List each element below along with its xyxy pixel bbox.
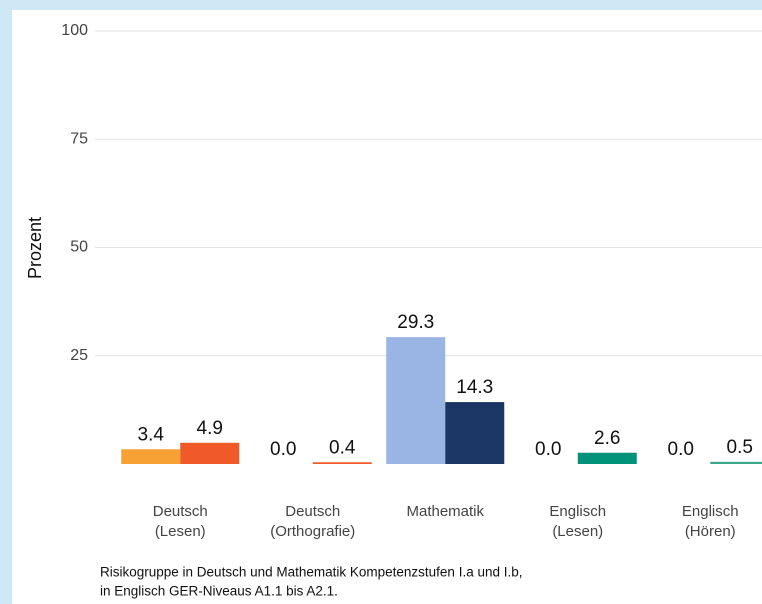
bar (121, 449, 181, 464)
value-label: 4.9 (197, 418, 223, 439)
panel (12, 10, 762, 604)
x-tick-label: Englisch (682, 503, 739, 520)
x-tick-label: (Orthografie) (270, 523, 355, 540)
bar (180, 442, 240, 464)
bar (386, 337, 446, 464)
value-label: 0.0 (535, 439, 561, 460)
x-tick-label: (Lesen) (155, 523, 206, 540)
x-tick-label: Mathematik (406, 503, 484, 520)
caption: Risikogruppe in Deutsch und Mathematik K… (100, 565, 523, 580)
value-label: 3.4 (138, 424, 165, 445)
value-label: 29.3 (397, 312, 434, 333)
y-tick-label: 25 (70, 347, 88, 364)
value-label: 0.0 (668, 439, 694, 460)
value-label: 0.0 (270, 439, 296, 460)
value-label: 0.5 (727, 437, 753, 458)
caption: in Englisch GER-Niveaus A1.1 bis A2.1. (100, 584, 338, 599)
bar (577, 452, 637, 464)
value-label: 0.4 (329, 437, 356, 458)
bar (710, 461, 762, 464)
value-label: 2.6 (594, 428, 620, 449)
y-tick-label: 75 (70, 130, 88, 147)
y-tick-label: 100 (61, 22, 88, 39)
y-tick-label: 50 (70, 239, 88, 256)
bar (445, 402, 505, 464)
bar (312, 462, 372, 464)
x-tick-label: Englisch (549, 503, 606, 520)
x-tick-label: Deutsch (153, 503, 208, 520)
y-axis-label: Prozent (25, 217, 45, 279)
value-label: 14.3 (456, 377, 493, 398)
x-tick-label: (Lesen) (552, 523, 603, 540)
x-tick-label: Deutsch (285, 503, 340, 520)
x-tick-label: (Hören) (685, 523, 736, 540)
